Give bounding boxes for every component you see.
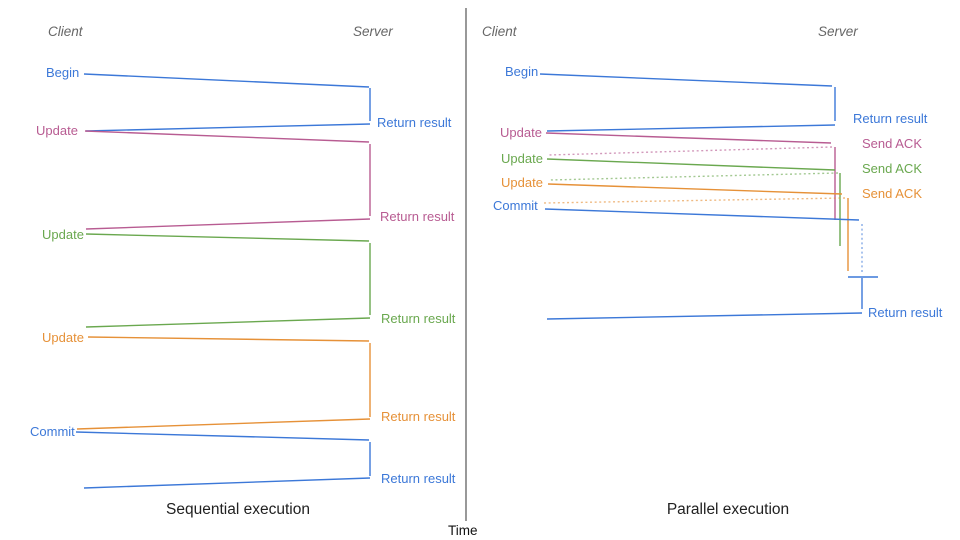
par-update3-label: Update [501, 175, 543, 190]
par-update3-ack-arrow [543, 197, 846, 204]
seq-update3-return-arrow [76, 418, 371, 430]
par-update2-ack-arrow [549, 172, 839, 181]
seq-update2-result: Return result [381, 311, 456, 326]
par-update1-ack-label: Send ACK [862, 136, 922, 151]
par-update1-ack-arrow [548, 146, 833, 156]
seq-begin-return-arrow [85, 123, 371, 132]
par-commit-return-arrow [546, 312, 863, 320]
par-begin-return-arrow [546, 124, 836, 132]
seq-begin-request-arrow [83, 73, 370, 88]
par-begin-label: Begin [505, 64, 539, 79]
par-begin-result: Return result [853, 111, 928, 126]
seq-update1-result: Return result [380, 209, 455, 224]
par-update1-request-arrow [545, 132, 832, 144]
sequential-execution-title: Sequential execution [166, 501, 310, 518]
seq-client-header: Client [48, 24, 83, 39]
seq-begin-result: Return result [377, 115, 452, 130]
par-server-header: Server [818, 24, 858, 39]
seq-update3-request-arrow [87, 336, 370, 342]
par-commit-label: Commit [493, 198, 538, 213]
seq-commit-result: Return result [381, 471, 456, 486]
par-update2-ack-label: Send ACK [862, 161, 922, 176]
par-update2-request-arrow [546, 158, 836, 171]
seq-update1-return-arrow [85, 218, 371, 230]
seq-commit-request-arrow [75, 431, 370, 441]
par-client-header: Client [482, 24, 517, 39]
par-begin-request-arrow [539, 73, 833, 87]
seq-commit-return-arrow [83, 477, 371, 489]
seq-update3-label: Update [42, 330, 84, 345]
seq-update2-request-arrow [85, 233, 370, 242]
time-axis-label: Time [448, 523, 478, 538]
par-update3-ack-label: Send ACK [862, 186, 922, 201]
seq-update3-result: Return result [381, 409, 456, 424]
seq-commit-label: Commit [30, 424, 75, 439]
par-update3-request-arrow [547, 183, 843, 195]
par-update2-label: Update [501, 151, 543, 166]
seq-update2-return-arrow [85, 317, 371, 328]
seq-update2-label: Update [42, 227, 84, 242]
par-commit-result: Return result [868, 305, 943, 320]
par-update1-label: Update [500, 125, 542, 140]
seq-server-header: Server [353, 24, 393, 39]
parallel-execution-title: Parallel execution [666, 501, 790, 518]
seq-update1-request-arrow [84, 130, 370, 143]
seq-update1-label: Update [36, 123, 78, 138]
par-commit-request-arrow [544, 208, 860, 221]
seq-begin-label: Begin [46, 65, 80, 80]
